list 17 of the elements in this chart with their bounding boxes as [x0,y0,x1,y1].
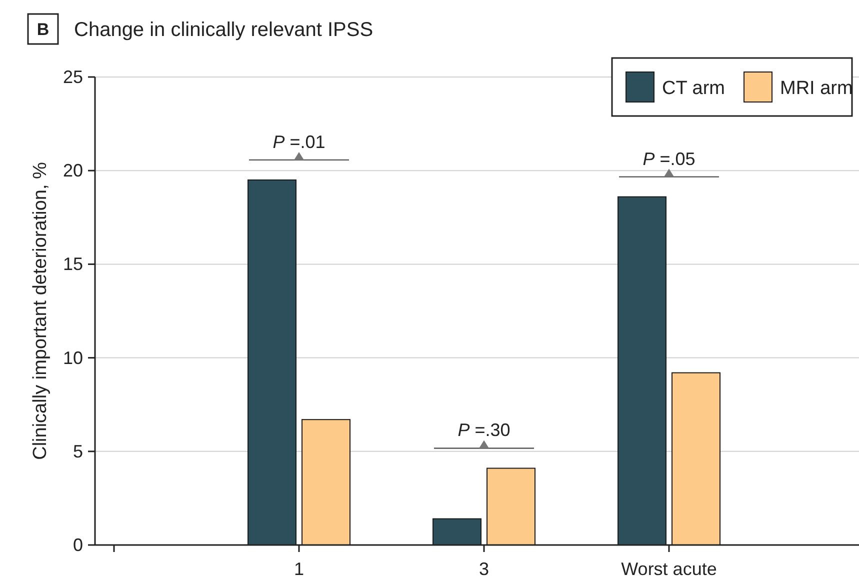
x-tick-label: 3 [478,559,490,578]
y-axis-title: Clinically important deterioration, % [30,162,51,460]
annotation: P =.30 [458,420,510,440]
legend-label: MRI arm [780,78,853,99]
panel-label: B [27,13,59,45]
annotation: P =.05 [642,148,696,169]
annotation: P =.01 [272,132,326,152]
x-tick-label: Worst acute [621,559,717,578]
x-tick-label: 1 [294,559,304,578]
y-tick-label: 5 [72,441,83,462]
chart-title: Change in clinically relevant IPSS [74,19,374,41]
y-tick-label: 15 [62,254,83,274]
y-tick-label: 0 [72,535,83,555]
y-tick-label: 25 [62,67,83,87]
legend-label: CT arm [662,78,725,99]
y-tick-label: 20 [62,160,83,181]
y-tick-label: 10 [62,348,83,368]
